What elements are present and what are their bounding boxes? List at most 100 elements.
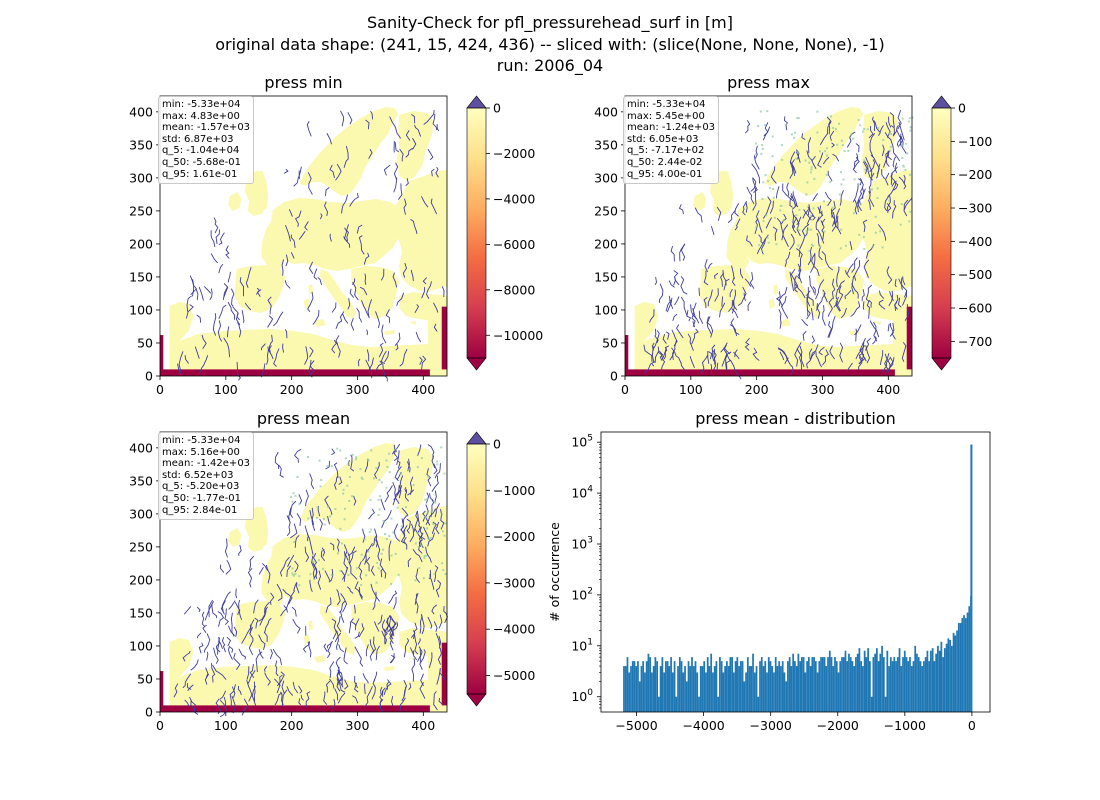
wet-area-patch xyxy=(394,448,397,451)
histogram-bar xyxy=(862,666,864,712)
river-segment xyxy=(864,160,873,181)
wet-area-patch xyxy=(813,177,816,180)
river-segment xyxy=(778,309,782,329)
histogram-bar xyxy=(834,657,836,712)
wet-area-patch xyxy=(377,567,380,570)
wet-area-patch xyxy=(392,531,395,534)
histogram-bar xyxy=(820,657,822,712)
river-segment xyxy=(258,649,264,659)
histogram-bar xyxy=(776,666,779,712)
river-segment xyxy=(289,500,297,518)
colorbar-tick-label: −3000 xyxy=(493,575,535,590)
wet-area-patch xyxy=(767,180,770,183)
river-segment xyxy=(417,517,421,534)
river-segment xyxy=(427,616,433,629)
colorbar-gradient xyxy=(467,108,486,358)
river-segment xyxy=(852,156,860,173)
river-segment xyxy=(654,276,657,285)
wet-area-patch xyxy=(298,503,301,506)
histogram-bar xyxy=(799,661,801,712)
river-segment xyxy=(833,296,839,308)
histogram-bar xyxy=(813,657,815,712)
river-segment xyxy=(789,233,795,251)
river-segment xyxy=(414,634,418,655)
river-segment xyxy=(335,311,345,329)
colorbar-tick-label: −300 xyxy=(958,201,992,216)
wet-area-patch xyxy=(902,164,905,167)
river-segment xyxy=(744,338,750,351)
river-segment xyxy=(796,151,801,163)
river-segment xyxy=(325,680,331,693)
histogram-bar xyxy=(785,681,788,712)
river-segment xyxy=(419,615,423,634)
river-segment xyxy=(311,507,316,531)
river-segment xyxy=(368,148,373,159)
wet-area-patch xyxy=(852,212,855,215)
river-segment xyxy=(343,647,348,665)
x-tick-label: 0 xyxy=(621,382,629,397)
river-segment xyxy=(676,324,684,339)
y-tick-label: 250 xyxy=(129,203,153,218)
wet-area-patch xyxy=(870,188,873,191)
river-segment xyxy=(855,324,862,342)
wet-area-patch xyxy=(810,228,813,231)
wet-area-patch xyxy=(380,552,383,555)
colorbar-tick-label: 0 xyxy=(958,101,966,116)
histogram-bar xyxy=(741,661,744,712)
river-segment xyxy=(884,172,890,186)
river-segment xyxy=(336,342,341,358)
river-segment xyxy=(238,544,242,556)
river-segment xyxy=(435,167,439,178)
river-segment xyxy=(238,648,247,660)
histogram-bar xyxy=(642,661,645,712)
river-segment xyxy=(226,326,230,338)
river-segment xyxy=(352,695,359,704)
river-segment xyxy=(807,206,811,216)
river-segment xyxy=(666,331,670,340)
river-segment xyxy=(235,588,238,599)
river-segment xyxy=(405,130,411,141)
river-segment xyxy=(349,192,359,207)
river-segment xyxy=(896,133,902,148)
river-segment xyxy=(678,204,684,215)
river-segment xyxy=(337,666,343,686)
wet-area-patch xyxy=(874,215,877,218)
river-segment xyxy=(776,218,784,241)
river-segment xyxy=(354,646,364,667)
river-segment xyxy=(196,632,202,639)
river-segment xyxy=(396,292,404,306)
river-segment xyxy=(236,361,241,381)
river-segment xyxy=(263,631,268,642)
river-segment xyxy=(286,515,291,536)
histogram-bar xyxy=(825,666,828,712)
river-segment xyxy=(862,219,868,233)
river-segment xyxy=(292,681,299,694)
river-segment xyxy=(370,111,374,120)
histogram-bar xyxy=(790,666,793,712)
river-segment xyxy=(835,289,838,300)
wet-area-patch xyxy=(889,145,892,148)
river-segment xyxy=(752,347,760,361)
river-segment xyxy=(409,523,415,543)
colorbar-tick-label: −6000 xyxy=(493,237,535,252)
wet-area-patch xyxy=(378,478,381,481)
wet-area-patch xyxy=(307,517,310,520)
y-tick-label: 300 xyxy=(129,506,153,521)
river-segment xyxy=(806,309,811,320)
river-segment xyxy=(721,296,724,307)
wet-area-patch xyxy=(835,127,837,130)
histogram-bar xyxy=(739,661,742,712)
river-segment xyxy=(365,359,373,379)
stats-line: min: -5.33e+04 xyxy=(162,435,241,446)
histogram-bar xyxy=(640,666,643,712)
river-segment xyxy=(851,283,859,299)
river-segment xyxy=(436,123,439,132)
y-tick-label: 200 xyxy=(129,236,153,251)
river-segment xyxy=(400,518,405,535)
histogram-bar xyxy=(888,666,890,712)
histogram-bar xyxy=(863,650,866,712)
river-segment xyxy=(321,547,326,557)
river-segment xyxy=(816,303,821,319)
river-segment xyxy=(280,605,288,617)
river-segment xyxy=(392,485,400,506)
